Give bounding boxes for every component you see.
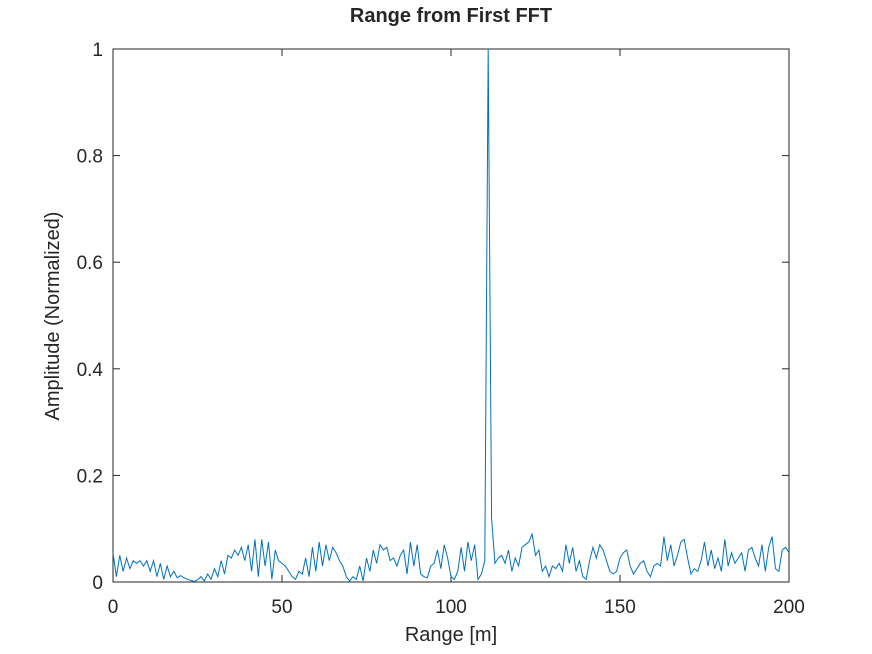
- x-axis-label: Range [m]: [405, 624, 497, 646]
- y-tick-label: 0: [92, 573, 103, 594]
- y-tick-label: 0.8: [77, 147, 103, 168]
- plot-area: [112, 48, 790, 583]
- y-tick-label: 0.4: [77, 360, 104, 381]
- data-line: [112, 48, 790, 583]
- y-axis-label: Amplitude (Normalized): [42, 212, 64, 421]
- x-tick-label: 0: [108, 597, 119, 618]
- x-tick-label: 50: [271, 597, 292, 618]
- x-tick-label: 150: [604, 597, 636, 618]
- x-tick-label: 200: [773, 597, 805, 618]
- y-tick-label: 0.6: [77, 253, 103, 274]
- y-tick-label: 0.2: [77, 466, 103, 487]
- x-tick-label: 100: [435, 597, 467, 618]
- chart-title: Range from First FFT: [350, 5, 552, 27]
- y-tick-label: 1: [92, 40, 103, 61]
